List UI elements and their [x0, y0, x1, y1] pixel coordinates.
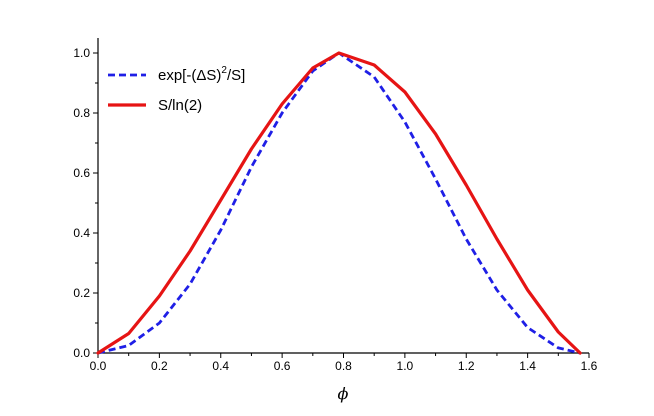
y-tick-label: 0.2 [73, 286, 90, 300]
y-tick-label: 1.0 [73, 46, 90, 60]
series-line-2 [96, 51, 582, 355]
legend: exp[-(ΔS)2/S] S/ln(2) [108, 65, 245, 114]
x-axis-title: ϕ [338, 384, 349, 403]
x-tick-label: 0.6 [274, 359, 291, 373]
x-tick-label: 1.2 [458, 359, 475, 373]
x-tick-label: 0.4 [212, 359, 229, 373]
legend-label-1: exp[-(ΔS)2/S] [158, 65, 245, 84]
x-tick-label: 1.0 [397, 359, 414, 373]
y-tick-label: 0.8 [73, 106, 90, 120]
x-tick-label: 1.4 [519, 359, 536, 373]
y-tick-label: 0.6 [73, 166, 90, 180]
y-tick-label: 0.0 [73, 346, 90, 360]
legend-label-2: S/ln(2) [158, 97, 202, 114]
y-tick-label: 0.4 [73, 226, 90, 240]
x-tick-label: 0.8 [335, 359, 352, 373]
axes: 0.0 0.2 0.4 0.6 0.8 1.0 1.2 1.4 1.6 0.0 0.2 0.4 0.6 0… [73, 38, 598, 373]
x-tick-label: 1.6 [581, 359, 598, 373]
x-tick-label: 0.0 [90, 359, 107, 373]
x-tick-label: 0.2 [151, 359, 168, 373]
series-layer [96, 51, 582, 355]
